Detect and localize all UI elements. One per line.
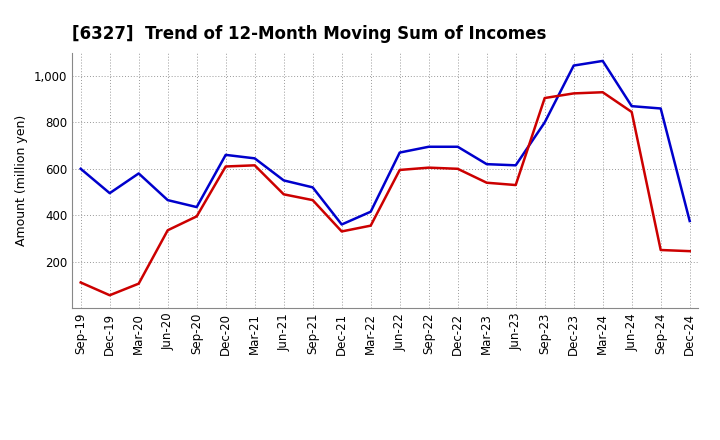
Net Income [395,167,404,172]
Net Income [338,229,346,234]
Ordinary Income [366,209,375,214]
Net Income [251,163,259,168]
Ordinary Income [541,120,549,125]
Net Income [598,90,607,95]
Net Income [308,198,317,203]
Net Income [541,95,549,101]
Ordinary Income [308,185,317,190]
Ordinary Income [685,218,694,224]
Ordinary Income [395,150,404,155]
Y-axis label: Amount (million yen): Amount (million yen) [15,115,28,246]
Net Income [570,91,578,96]
Net Income [627,109,636,114]
Net Income [685,249,694,254]
Ordinary Income [598,58,607,63]
Ordinary Income [221,152,230,158]
Net Income [163,227,172,233]
Net Income [105,293,114,298]
Line: Net Income: Net Income [81,92,690,295]
Ordinary Income [627,103,636,109]
Ordinary Income [570,63,578,68]
Net Income [482,180,491,185]
Ordinary Income [163,198,172,203]
Ordinary Income [511,163,520,168]
Ordinary Income [105,191,114,196]
Ordinary Income [424,144,433,150]
Ordinary Income [338,222,346,227]
Ordinary Income [76,166,85,172]
Net Income [135,281,143,286]
Net Income [192,214,201,219]
Line: Ordinary Income: Ordinary Income [81,61,690,224]
Net Income [454,166,462,172]
Net Income [657,247,665,253]
Net Income [366,223,375,228]
Ordinary Income [482,161,491,167]
Ordinary Income [454,144,462,150]
Ordinary Income [657,106,665,111]
Ordinary Income [251,156,259,161]
Ordinary Income [135,171,143,176]
Text: [6327]  Trend of 12-Month Moving Sum of Incomes: [6327] Trend of 12-Month Moving Sum of I… [72,25,546,43]
Net Income [279,192,288,197]
Net Income [76,280,85,285]
Net Income [221,164,230,169]
Ordinary Income [192,205,201,210]
Net Income [424,165,433,170]
Ordinary Income [279,178,288,183]
Net Income [511,183,520,188]
